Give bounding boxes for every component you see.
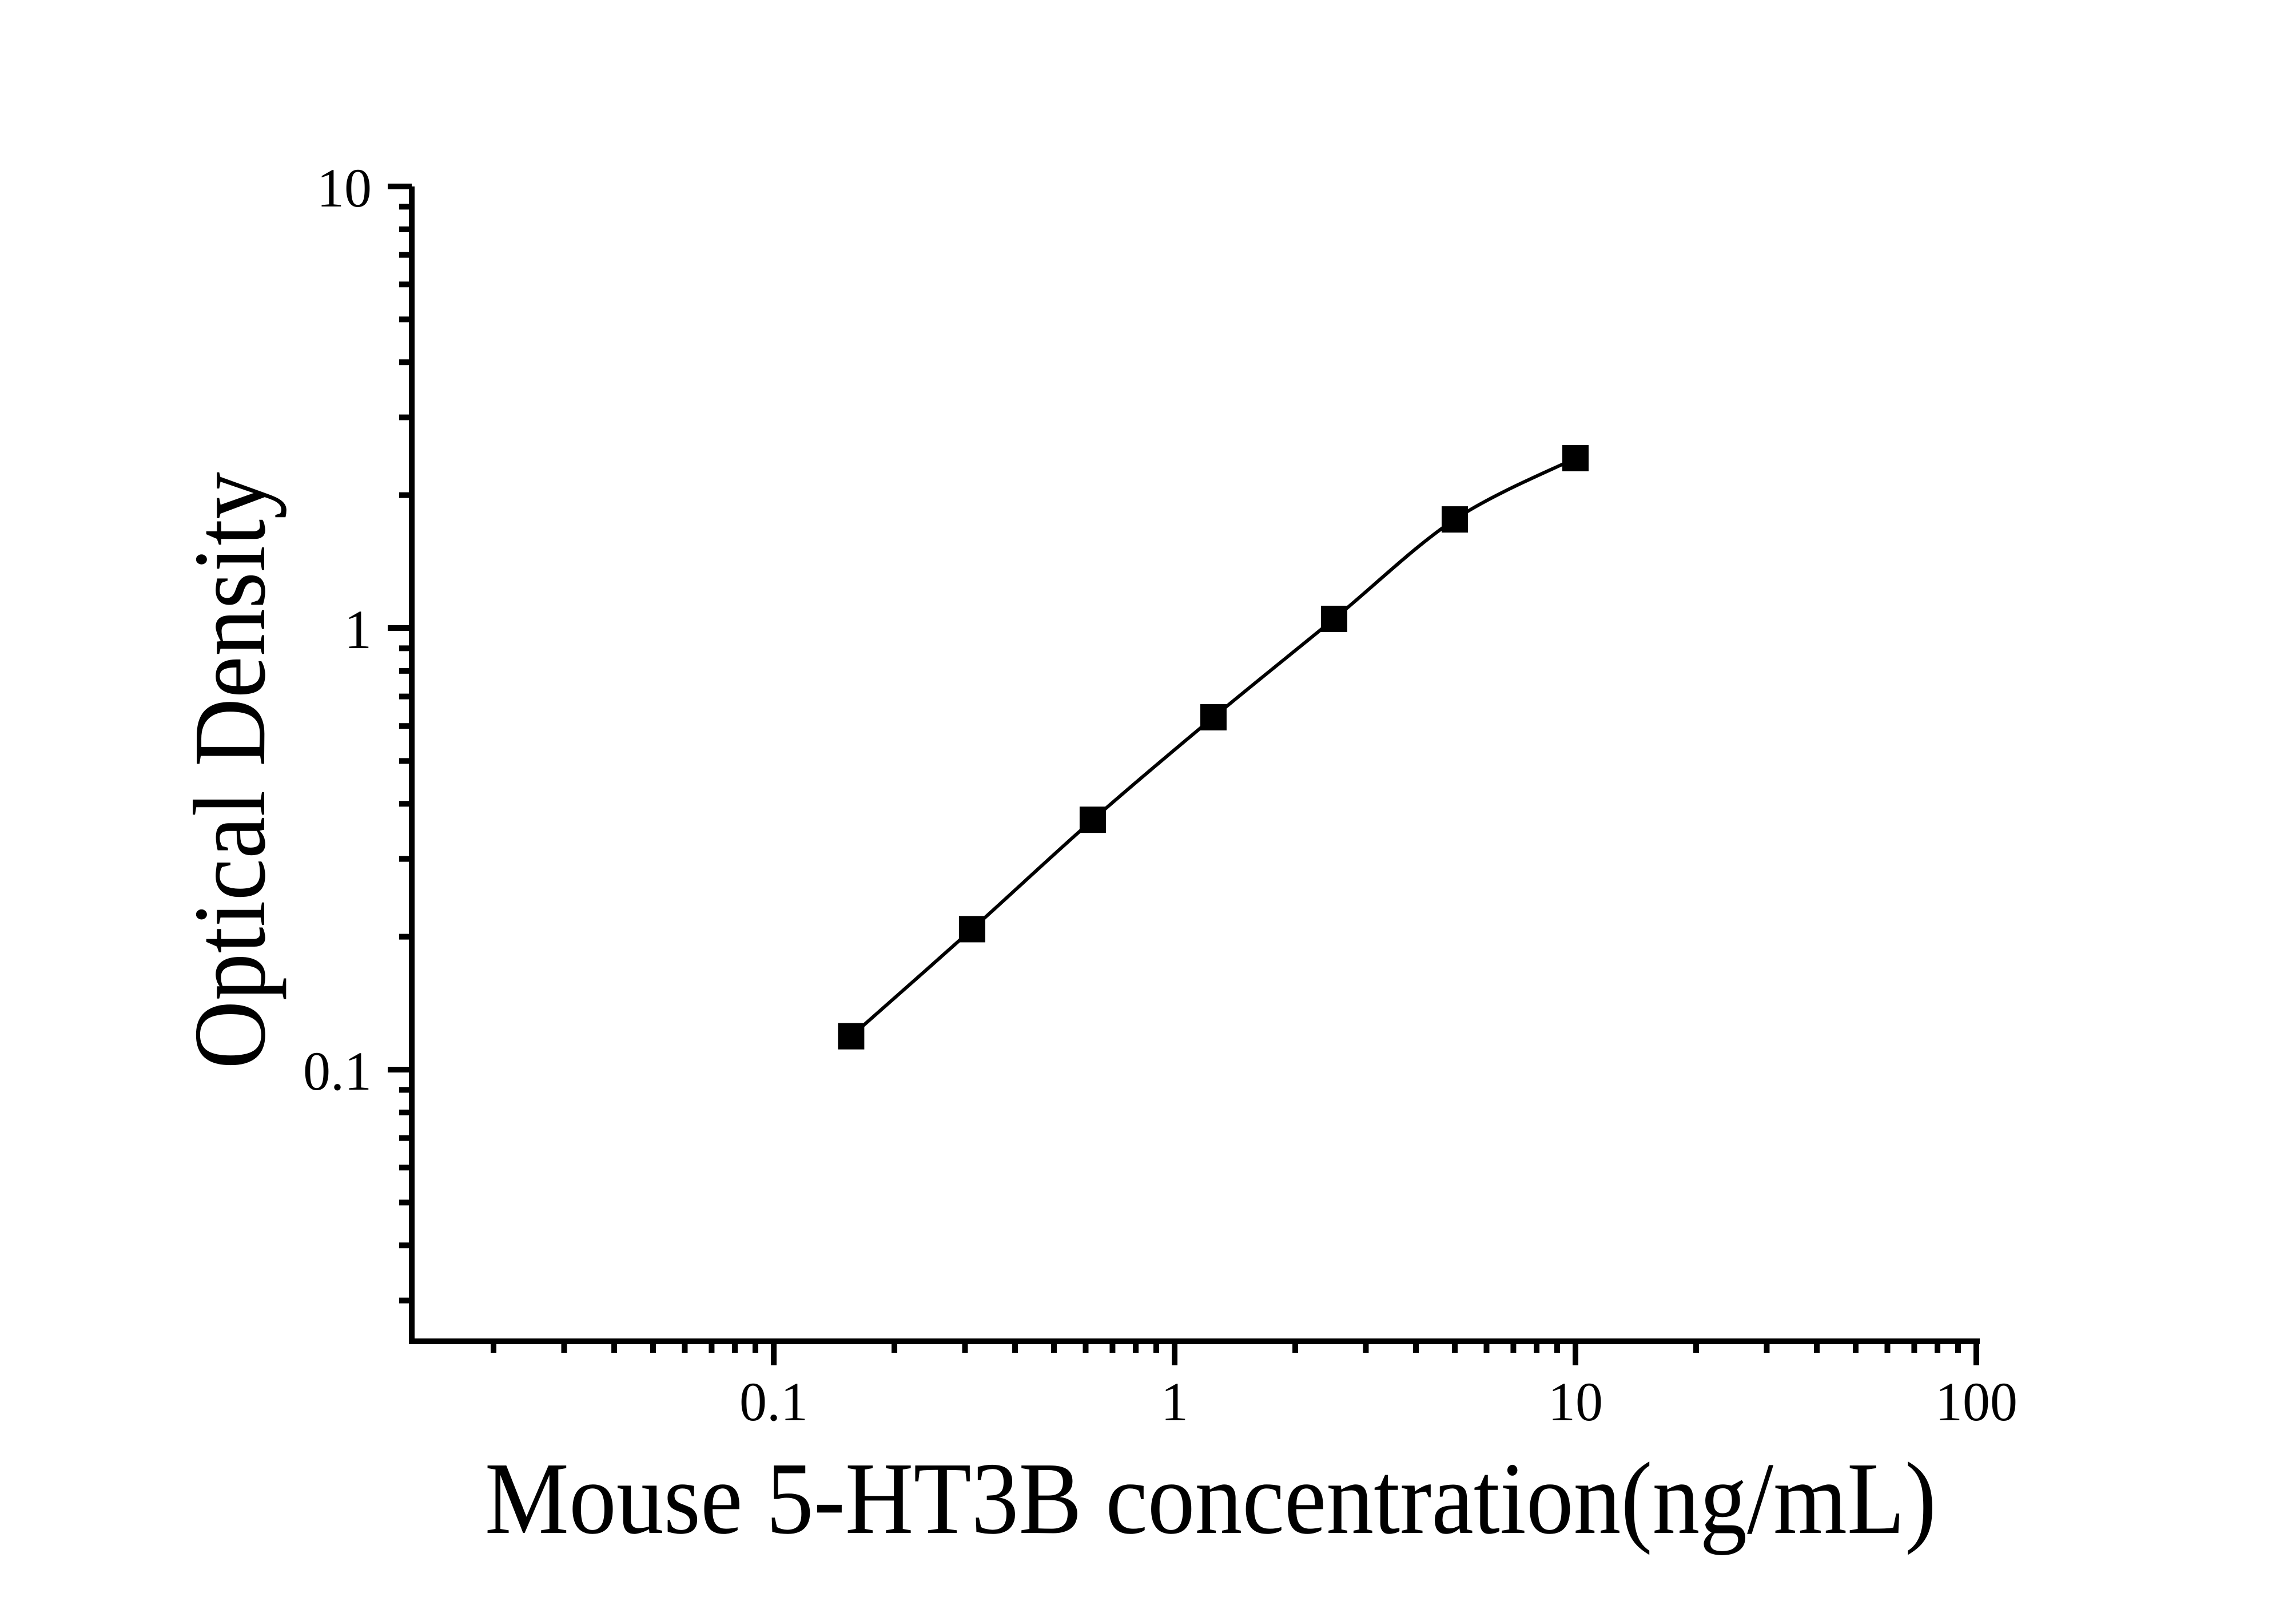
data-point-marker <box>1441 506 1468 533</box>
y-tick-label: 0.1 <box>303 1040 372 1102</box>
data-point-marker <box>1562 445 1589 472</box>
x-tick-label: 100 <box>1935 1371 2018 1432</box>
axes-layer <box>409 186 1980 1344</box>
x-tick-label: 1 <box>1161 1371 1188 1432</box>
axis-spines <box>409 186 1980 1344</box>
y-tick-label: 10 <box>317 157 372 218</box>
tick-layer: 0.1 1 10 100 10 1 0.1 <box>303 157 2018 1432</box>
x-tick-label: 0.1 <box>739 1371 808 1432</box>
y-axis-title: Optical Density <box>173 472 287 1069</box>
data-point-marker <box>1320 605 1347 632</box>
y-tick-label: 1 <box>344 599 372 660</box>
x-tick-label: 10 <box>1548 1371 1603 1432</box>
x-axis-title-group: Mouse 5-HT3B concentration(ng/mL) <box>485 1442 1936 1556</box>
data-point-marker <box>958 916 985 943</box>
data-point-marker <box>1079 807 1106 833</box>
fitted-curve <box>850 456 1577 1038</box>
series-layer <box>838 445 1589 1050</box>
x-axis-title: Mouse 5-HT3B concentration(ng/mL) <box>485 1442 1936 1556</box>
data-point-marker <box>838 1023 865 1050</box>
y-axis-title-group: Optical Density <box>173 472 287 1069</box>
data-point-marker <box>1200 704 1227 730</box>
